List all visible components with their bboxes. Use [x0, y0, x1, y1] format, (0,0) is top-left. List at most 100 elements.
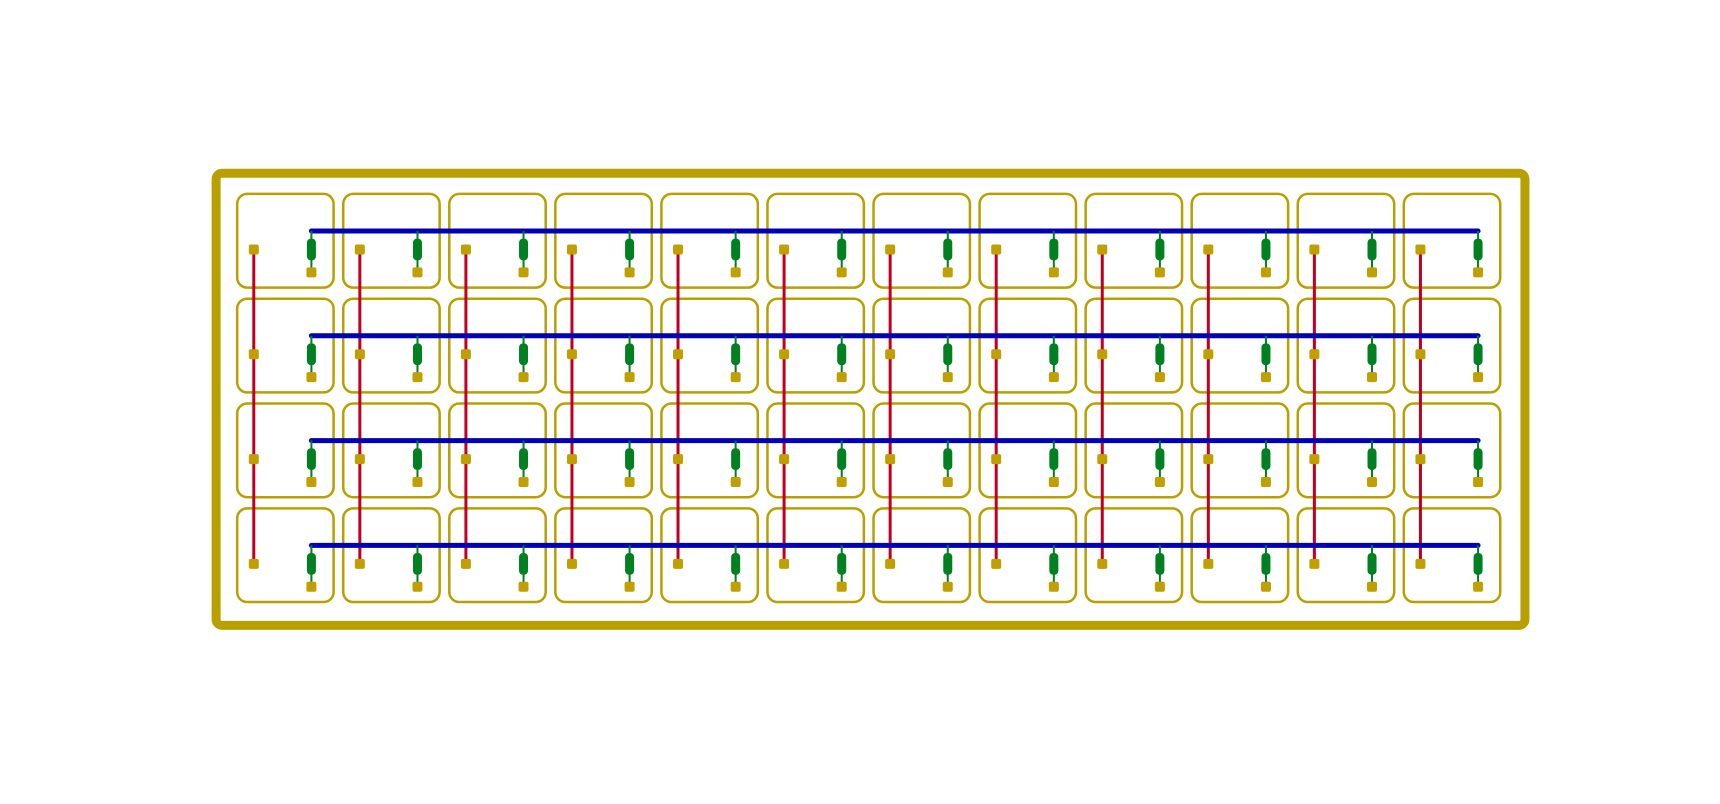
diode-pad [306, 372, 317, 383]
diode-icon [519, 552, 529, 575]
switch-pad [1415, 244, 1426, 255]
components [248, 230, 1484, 592]
switch-pad [248, 349, 259, 360]
diode-icon [306, 238, 316, 261]
diode-icon [731, 552, 741, 575]
key-outline [1296, 507, 1396, 604]
diode-icon [412, 448, 422, 470]
key-outline [448, 192, 547, 289]
switch-pad [354, 349, 365, 360]
switch-pad [460, 349, 471, 360]
diode-pad [1260, 581, 1271, 592]
diode-icon [306, 448, 316, 470]
diode-icon [1367, 238, 1377, 261]
diode-icon [837, 343, 847, 366]
key-outline [766, 402, 866, 499]
switch-pad [779, 454, 790, 465]
key-outline [660, 402, 760, 499]
diode-icon [1049, 448, 1059, 470]
switch-pad [1203, 558, 1214, 569]
diode-icon [1155, 238, 1165, 261]
key-outline [660, 192, 760, 289]
diode-icon [1367, 552, 1377, 575]
diode-icon [1155, 343, 1165, 366]
switch-pad [566, 349, 577, 360]
diode-pad [1048, 581, 1059, 592]
key-outline [448, 507, 547, 604]
key-outline [1084, 507, 1184, 604]
switch-pad [885, 454, 896, 465]
switch-pad [460, 454, 471, 465]
diode-pad [1154, 372, 1165, 383]
switch-pad [673, 244, 684, 255]
diode-icon [1049, 238, 1059, 261]
key-outline [235, 192, 335, 289]
switch-pad [1097, 454, 1108, 465]
key-outline [1190, 297, 1290, 394]
diode-icon [625, 448, 635, 470]
key-outline [448, 297, 547, 394]
switch-pad [1309, 244, 1320, 255]
switch-pad [885, 244, 896, 255]
switch-pad [1203, 349, 1214, 360]
key-outline [1190, 402, 1290, 499]
key-outline [235, 297, 335, 394]
key-outline [448, 402, 547, 499]
switch-pad [1203, 454, 1214, 465]
switch-pad [248, 454, 259, 465]
switch-pad [673, 558, 684, 569]
key-outline [235, 402, 335, 499]
switch-pad [1097, 349, 1108, 360]
key-outline [1190, 192, 1290, 289]
diode-pad [1473, 372, 1484, 383]
key-outline [978, 192, 1078, 289]
diode-pad [518, 581, 529, 592]
key-outline [660, 297, 760, 394]
diode-pad [1048, 267, 1059, 278]
switch-pad [566, 558, 577, 569]
diode-icon [943, 552, 953, 575]
diode-pad [518, 476, 529, 487]
row-traces [308, 228, 1481, 548]
key-outline [341, 507, 441, 604]
switch-pad [566, 454, 577, 465]
diode-icon [943, 343, 953, 366]
key-outline [554, 192, 654, 289]
diode-pad [412, 581, 423, 592]
diode-icon [731, 343, 741, 366]
key-outline [1084, 402, 1184, 499]
key-outline [341, 402, 441, 499]
diode-icon [943, 448, 953, 470]
diode-pad [1367, 267, 1378, 278]
diode-icon [1155, 448, 1165, 470]
key-outline [1402, 297, 1502, 394]
diode-icon [1473, 238, 1483, 261]
diode-pad [730, 372, 741, 383]
diode-pad [624, 267, 635, 278]
switch-pad [354, 454, 365, 465]
switch-pad [1097, 244, 1108, 255]
switch-pad [1309, 349, 1320, 360]
diode-icon [1261, 448, 1271, 470]
column-traces [252, 249, 1422, 564]
diode-icon [412, 343, 422, 366]
diode-icon [1261, 238, 1271, 261]
diode-icon [1473, 343, 1483, 366]
key-outline [1402, 507, 1502, 604]
diode-icon [1049, 552, 1059, 575]
key-outline [1084, 192, 1184, 289]
board-outline [211, 168, 1530, 630]
diode-pad [1473, 581, 1484, 592]
diode-icon [837, 448, 847, 470]
diode-pad [1260, 372, 1271, 383]
diode-pad [1154, 476, 1165, 487]
diode-pad [1473, 476, 1484, 487]
key-outline [1402, 192, 1502, 289]
diode-pad [1367, 476, 1378, 487]
key-outline [341, 297, 441, 394]
key-outline [766, 507, 866, 604]
key-outline [235, 507, 335, 604]
switch-pad [1415, 558, 1426, 569]
key-outline [978, 507, 1078, 604]
diode-pad [1154, 581, 1165, 592]
